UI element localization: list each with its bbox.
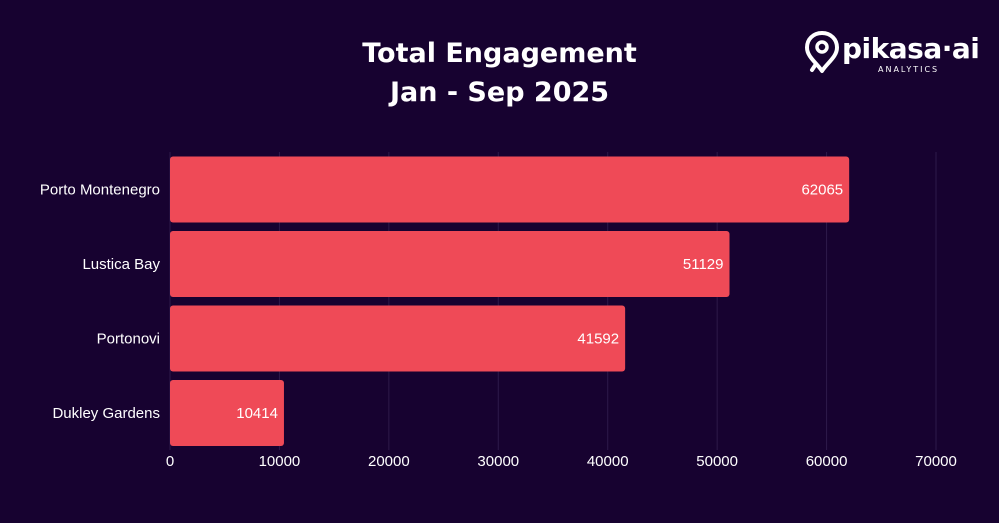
category-labels: Porto Montenegro Lustica Bay Portonovi Dukl… — [40, 182, 161, 423]
bar-value-label: 10414 — [236, 405, 278, 422]
x-tick-label: 10000 — [259, 453, 301, 470]
category-label: Porto Montenegro — [40, 182, 160, 199]
bar — [170, 231, 730, 297]
chart-subtitle: Jan - Sep 2025 — [389, 77, 610, 108]
bar-value-label: 51129 — [683, 256, 724, 273]
chart-title-block: Total Engagement Jan - Sep 2025 — [0, 34, 999, 112]
bar-value-label: 62065 — [801, 182, 843, 199]
x-tick-label: 30000 — [477, 453, 519, 470]
category-label: Dukley Gardens — [52, 405, 160, 422]
logo-subtext: ANALYTICS — [878, 65, 940, 74]
x-tick-label: 70000 — [915, 453, 957, 470]
x-tick-label: 0 — [166, 453, 174, 470]
bar — [170, 305, 626, 372]
x-tick-label: 60000 — [806, 453, 848, 470]
logo-wordmark: pikasa·ai — [842, 32, 980, 65]
category-label: Lustica Bay — [82, 256, 160, 273]
x-tick-labels: 0 10000 20000 30000 40000 50000 60000 70000 — [166, 453, 957, 470]
bar-value-label: 41592 — [577, 331, 619, 348]
location-pin-icon — [805, 31, 839, 73]
x-tick-label: 20000 — [368, 453, 410, 470]
x-tick-label: 40000 — [587, 453, 629, 470]
bar — [170, 380, 284, 446]
x-tick-label: 50000 — [696, 453, 738, 470]
bars: 62065 51129 41592 10414 — [170, 156, 850, 446]
category-label: Portonovi — [97, 331, 160, 348]
chart-title: Total Engagement — [362, 38, 637, 69]
bar — [170, 156, 850, 223]
brand-logo: pikasa·ai ANALYTICS — [804, 28, 980, 78]
